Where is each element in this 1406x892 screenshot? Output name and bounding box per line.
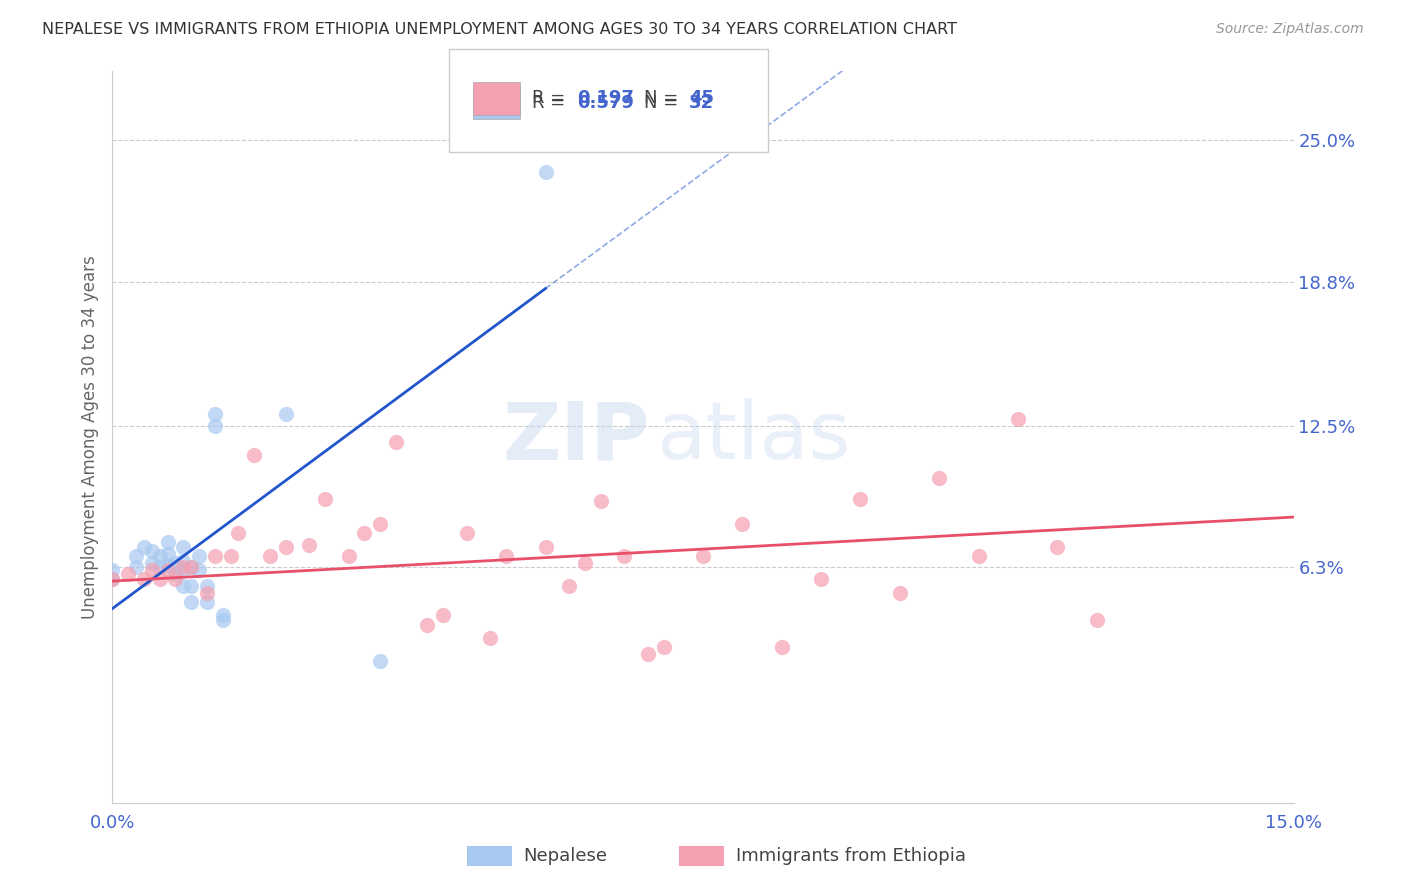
Point <box>243 448 266 462</box>
Point <box>731 516 754 531</box>
Point <box>353 526 375 541</box>
Point <box>149 572 172 586</box>
Point <box>180 560 202 574</box>
Point <box>314 491 336 506</box>
Point <box>228 526 250 541</box>
Point <box>274 540 297 554</box>
Point <box>204 407 226 421</box>
FancyBboxPatch shape <box>449 49 768 152</box>
Point <box>479 632 502 646</box>
Point <box>558 579 581 593</box>
Text: 0.579: 0.579 <box>576 94 634 112</box>
Point <box>849 491 872 506</box>
Point <box>180 579 202 593</box>
Text: atlas: atlas <box>655 398 851 476</box>
FancyBboxPatch shape <box>472 86 520 119</box>
Text: N =: N = <box>644 89 683 107</box>
Point <box>141 556 163 570</box>
Point <box>259 549 281 563</box>
Point <box>298 537 321 551</box>
Point <box>1085 613 1108 627</box>
Point <box>810 572 832 586</box>
Point <box>692 549 714 563</box>
Point <box>101 572 124 586</box>
Point <box>172 560 194 574</box>
Point <box>967 549 990 563</box>
Point <box>149 549 172 563</box>
Point <box>432 608 454 623</box>
Point <box>188 563 211 577</box>
Text: N =: N = <box>644 94 683 112</box>
Point <box>534 165 557 179</box>
Text: 32: 32 <box>689 94 714 112</box>
Point <box>156 535 179 549</box>
Point <box>368 654 391 668</box>
Point <box>165 556 187 570</box>
Point <box>385 434 408 449</box>
Text: Immigrants from Ethiopia: Immigrants from Ethiopia <box>737 847 966 865</box>
FancyBboxPatch shape <box>472 82 520 115</box>
Point <box>172 563 194 577</box>
Point <box>337 549 360 563</box>
Point <box>219 549 242 563</box>
Point <box>165 572 187 586</box>
Text: 0.197: 0.197 <box>576 89 634 107</box>
Point <box>416 617 439 632</box>
FancyBboxPatch shape <box>679 846 724 866</box>
Point <box>101 572 124 586</box>
FancyBboxPatch shape <box>467 846 512 866</box>
Point <box>117 567 139 582</box>
Point <box>195 585 218 599</box>
Point <box>101 563 124 577</box>
Point <box>180 594 202 608</box>
Point <box>613 549 636 563</box>
Point <box>149 560 172 574</box>
Point <box>141 563 163 577</box>
Point <box>132 572 155 586</box>
Point <box>141 544 163 558</box>
Point <box>172 579 194 593</box>
Point <box>211 608 233 623</box>
Point <box>495 549 517 563</box>
Point <box>589 494 612 508</box>
Y-axis label: Unemployment Among Ages 30 to 34 years: Unemployment Among Ages 30 to 34 years <box>80 255 98 619</box>
Point <box>770 640 793 655</box>
Text: Nepalese: Nepalese <box>523 847 607 865</box>
Text: Source: ZipAtlas.com: Source: ZipAtlas.com <box>1216 22 1364 37</box>
Text: 45: 45 <box>689 89 714 107</box>
Point <box>652 640 675 655</box>
Point <box>637 647 659 661</box>
Point <box>889 585 911 599</box>
Point <box>195 579 218 593</box>
Point <box>132 540 155 554</box>
Point <box>165 567 187 582</box>
Point <box>1007 412 1029 426</box>
Point <box>156 558 179 573</box>
Point <box>274 407 297 421</box>
Point <box>172 540 194 554</box>
Point <box>211 613 233 627</box>
Point <box>456 526 478 541</box>
Text: NEPALESE VS IMMIGRANTS FROM ETHIOPIA UNEMPLOYMENT AMONG AGES 30 TO 34 YEARS CORR: NEPALESE VS IMMIGRANTS FROM ETHIOPIA UNE… <box>42 22 957 37</box>
Text: R =: R = <box>531 89 571 107</box>
Point <box>574 556 596 570</box>
Text: R =: R = <box>531 94 571 112</box>
Point <box>534 540 557 554</box>
Point <box>156 563 179 577</box>
Point <box>180 560 202 574</box>
Point <box>204 418 226 433</box>
Point <box>195 594 218 608</box>
Point <box>204 549 226 563</box>
Point <box>172 553 194 567</box>
Point <box>188 549 211 563</box>
Point <box>1046 540 1069 554</box>
Point <box>125 560 148 574</box>
Text: ZIP: ZIP <box>502 398 650 476</box>
Point <box>928 471 950 485</box>
Point <box>156 547 179 561</box>
Point <box>368 516 391 531</box>
Point <box>125 549 148 563</box>
